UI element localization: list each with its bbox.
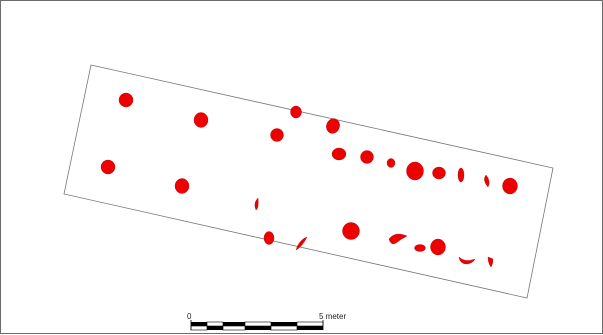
scale-segment [270,325,298,331]
feature [100,159,116,175]
feature [295,236,308,251]
feature [326,118,340,134]
feature [342,222,360,240]
feature [290,105,302,119]
feature [254,197,259,211]
scale-segment [297,326,323,330]
feature [118,92,134,108]
feature [487,256,494,268]
scale-segment [190,325,208,331]
feature [270,128,284,142]
scale-segment [244,321,272,327]
feature [457,167,465,183]
scale-start-label: 0 [187,312,192,321]
scale-segment [191,322,207,326]
feature [432,166,446,180]
scale-segment [296,321,324,327]
feature [484,174,490,188]
feature [458,256,476,265]
feature-layer [100,92,518,268]
scale-segment [271,322,297,326]
scale-end-label: 5 meter [319,312,346,321]
feature [406,161,424,181]
feature [174,178,190,194]
feature [430,238,446,256]
scale-segment [207,326,223,330]
feature [388,233,408,245]
feature [193,112,209,128]
feature [263,231,275,245]
scale-segment [222,325,246,331]
feature [331,147,347,161]
feature [360,150,374,164]
scale-bar: 0 5 meter [187,312,346,331]
scale-segment [223,322,245,326]
trench-outline [63,64,554,299]
scale-segment [245,326,271,330]
feature [414,244,426,252]
scale-segment [206,321,224,327]
feature [502,177,518,195]
feature [386,158,396,168]
